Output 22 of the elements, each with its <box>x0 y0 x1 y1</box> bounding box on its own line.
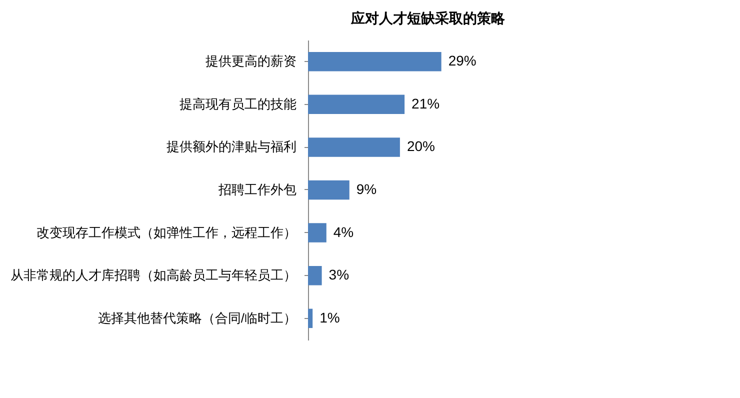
data-label: 20% <box>406 138 435 154</box>
bar <box>308 308 313 328</box>
y-tick-label: 从非常规的人才库招聘（如高龄员工与年轻员工） <box>10 268 296 283</box>
y-tick-label: 提供更高的薪资 <box>206 54 296 69</box>
data-label: 29% <box>448 52 476 69</box>
y-tick-label: 改变现存工作模式（如弹性工作，远程工作） <box>36 224 296 240</box>
chart-title: 应对人才短缺采取的策略 <box>350 10 506 26</box>
bar <box>308 94 405 114</box>
bar <box>308 52 442 72</box>
bar <box>308 223 326 242</box>
data-label: 3% <box>328 266 350 283</box>
data-label: 4% <box>333 224 354 240</box>
bar <box>308 138 400 157</box>
y-tick-label: 提高现有员工的技能 <box>180 96 296 112</box>
y-tick-label: 选择其他替代策略（合同/临时工） <box>98 310 296 326</box>
data-label: 1% <box>320 309 340 326</box>
y-tick-label: 提供额外的津贴与福利 <box>166 139 296 154</box>
bar <box>308 266 322 286</box>
bar <box>308 180 350 200</box>
data-label: 21% <box>412 95 440 112</box>
y-tick-label: 招聘工作外包 <box>218 182 296 197</box>
data-label: 9% <box>356 181 377 197</box>
